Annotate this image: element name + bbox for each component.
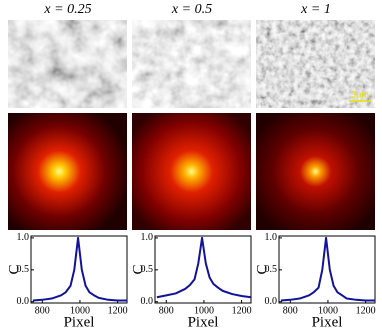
x-axis-label: Pixel [188, 314, 219, 330]
heatmap [256, 113, 375, 230]
y-tick-label: 0.0 [265, 296, 278, 307]
x-tick-label: 1200 [232, 305, 252, 316]
data-line [156, 236, 252, 299]
column-title: x = 1 [300, 2, 331, 17]
y-tick-label: 1.0 [141, 232, 154, 243]
sem-image [132, 20, 251, 108]
y-axis-label: C [254, 264, 270, 274]
x-tick-label: 1200 [108, 305, 128, 316]
x-tick-label: 1000 [194, 305, 214, 316]
x-tick-label: 1000 [318, 305, 338, 316]
x-axis-label: Pixel [64, 314, 95, 330]
y-tick-label: 1.0 [265, 232, 278, 243]
data-line [280, 236, 375, 302]
heatmaps [8, 113, 375, 230]
y-tick-label: 0.5 [141, 264, 154, 275]
y-tick-label: 0.0 [141, 296, 154, 307]
x-tick-label: 800 [35, 305, 50, 316]
y-tick-label: 0.5 [17, 264, 30, 275]
y-tick-label: 0.5 [265, 264, 278, 275]
x-tick-label: 800 [159, 305, 174, 316]
sem-image [256, 20, 375, 108]
data-line [32, 236, 127, 302]
heatmap [8, 113, 127, 230]
x-tick-label: 1000 [70, 305, 90, 316]
y-axis-label: C [130, 264, 146, 274]
column-title: x = 0.25 [43, 2, 91, 17]
y-axis-label: C [6, 264, 22, 274]
y-tick-label: 0.0 [17, 296, 30, 307]
column-title: x = 0.5 [171, 2, 212, 17]
scale-bar-label: 3μm [351, 89, 369, 99]
x-tick-label: 1200 [356, 305, 376, 316]
sem-images: 3μm [8, 20, 375, 108]
x-axis-label: Pixel [312, 314, 343, 330]
sem-image [8, 20, 127, 108]
y-tick-label: 1.0 [17, 232, 30, 243]
x-tick-label: 800 [283, 305, 298, 316]
heatmap [132, 113, 251, 230]
